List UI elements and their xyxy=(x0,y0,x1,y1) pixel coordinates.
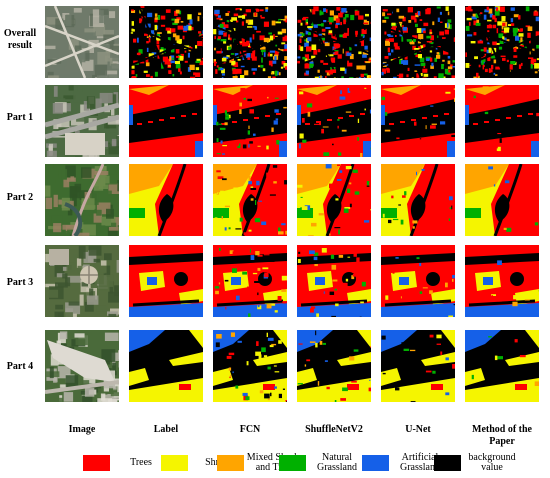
column-label-fcn: FCN xyxy=(239,424,261,435)
segmentation-map-part-2-unet xyxy=(381,164,455,236)
row-label-overall-result: Overall result xyxy=(3,28,37,51)
legend-swatch-artificial-grassland xyxy=(362,455,389,471)
segmentation-map-part-1-method-of-the-paper xyxy=(465,85,539,157)
segmentation-map-part-1-fcn xyxy=(213,85,287,157)
aerial-image-overall-result-image xyxy=(45,6,119,78)
aerial-image-part-4-image xyxy=(45,330,119,402)
legend-label-mixed-shrubs-and-trees: Mixed Shrubs and Trees xyxy=(246,452,304,473)
segmentation-map-part-1-label xyxy=(129,85,203,157)
row-label-part-3: Part 3 xyxy=(6,277,34,288)
segmentation-map-part-3-unet xyxy=(381,245,455,317)
row-label-part-1: Part 1 xyxy=(6,112,34,123)
segmentation-map-part-2-fcn xyxy=(213,164,287,236)
legend-label-artificial-grassland: Artificial Grassland xyxy=(400,452,440,473)
segmentation-map-part-3-label xyxy=(129,245,203,317)
legend-label-background-value: background value xyxy=(468,452,516,473)
segmentation-map-part-3-shufflenetv2 xyxy=(297,245,371,317)
aerial-image-part-1-image xyxy=(45,85,119,157)
row-label-part-4: Part 4 xyxy=(6,361,34,372)
column-label-unet: U-Net xyxy=(405,424,431,435)
row-label-part-2: Part 2 xyxy=(6,192,34,203)
column-label-method-of-the-paper: Method of the Paper xyxy=(472,424,532,447)
segmentation-map-part-4-label xyxy=(129,330,203,402)
segmentation-map-part-3-fcn xyxy=(213,245,287,317)
column-label-label: Label xyxy=(153,424,179,435)
legend-label-natural-grassland: Natural Grassland xyxy=(317,452,357,473)
segmentation-map-part-1-shufflenetv2 xyxy=(297,85,371,157)
legend-swatch-natural-grassland xyxy=(279,455,306,471)
segmentation-map-part-2-shufflenetv2 xyxy=(297,164,371,236)
column-label-image: Image xyxy=(68,424,96,435)
segmentation-map-overall-result-label xyxy=(129,6,203,78)
legend-swatch-mixed-shrubs-and-trees xyxy=(217,455,244,471)
segmentation-map-overall-result-unet xyxy=(381,6,455,78)
segmentation-map-part-4-unet xyxy=(381,330,455,402)
segmentation-map-part-1-unet xyxy=(381,85,455,157)
segmentation-map-part-2-label xyxy=(129,164,203,236)
legend-swatch-background-value xyxy=(434,455,461,471)
aerial-image-part-3-image xyxy=(45,245,119,317)
segmentation-map-overall-result-method-of-the-paper xyxy=(465,6,539,78)
legend-swatch-shrubs xyxy=(161,455,188,471)
legend-label-trees: Trees xyxy=(130,457,152,468)
aerial-image-part-2-image xyxy=(45,164,119,236)
legend-swatch-trees xyxy=(83,455,110,471)
segmentation-map-part-3-method-of-the-paper xyxy=(465,245,539,317)
segmentation-map-part-4-fcn xyxy=(213,330,287,402)
segmentation-map-part-4-method-of-the-paper xyxy=(465,330,539,402)
segmentation-map-part-2-method-of-the-paper xyxy=(465,164,539,236)
segmentation-map-overall-result-shufflenetv2 xyxy=(297,6,371,78)
segmentation-map-part-4-shufflenetv2 xyxy=(297,330,371,402)
column-label-shufflenetv2: ShuffleNetV2 xyxy=(305,424,363,435)
segmentation-map-overall-result-fcn xyxy=(213,6,287,78)
